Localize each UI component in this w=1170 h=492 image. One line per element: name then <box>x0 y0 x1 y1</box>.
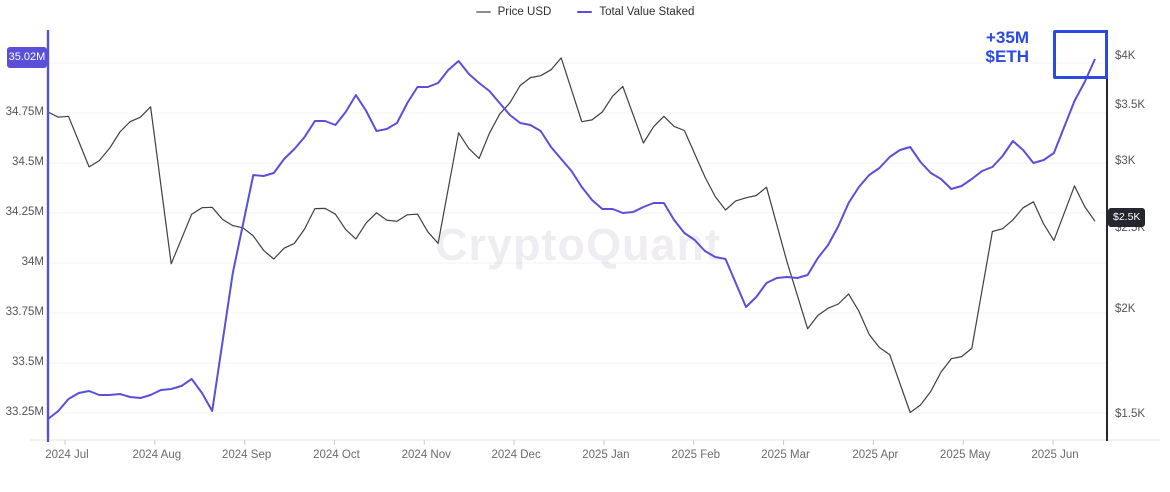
legend-line-swatch <box>475 11 491 13</box>
annotation-line1: +35M <box>986 28 1029 47</box>
right-axis-tick-label: $3K <box>1115 154 1136 167</box>
legend-label: Price USD <box>497 6 552 18</box>
right-axis-tick-label: $2K <box>1115 302 1136 315</box>
left-axis-tick-label: 34.25M <box>5 206 44 218</box>
annotation-line2: $ETH <box>985 47 1029 66</box>
legend-line-swatch <box>577 11 593 13</box>
x-axis-tick-label: 2024 Aug <box>132 449 182 461</box>
left-axis-tick-label: 34.75M <box>5 106 44 118</box>
x-axis-tick-label: 2024 Oct <box>313 449 360 461</box>
legend-item-total-value-staked[interactable]: Total Value Staked <box>577 6 694 18</box>
price-usd-line <box>47 57 1096 414</box>
x-axis-tick-label: 2025 Feb <box>671 449 721 461</box>
left-axis-tick-label: 34.5M <box>12 156 44 168</box>
highlight-box <box>1053 30 1108 79</box>
x-axis-tick-label: 2024 Nov <box>401 449 451 461</box>
right-axis-tick-label: $1.5K <box>1115 407 1146 420</box>
legend-label: Total Value Staked <box>599 6 695 18</box>
x-axis-tick-label: 2025 Jan <box>582 449 630 461</box>
x-axis-tick-label: 2025 May <box>939 449 991 461</box>
x-axis-tick-label: 2024 Jul <box>45 449 89 461</box>
price-current-badge: $2.5K <box>1108 208 1146 227</box>
x-axis-tick-label: 2025 Jun <box>1031 449 1079 461</box>
right-axis-tick-label: $4K <box>1115 50 1136 62</box>
chart-legend: Price USD Total Value Staked <box>0 6 1170 18</box>
left-axis-tick-label: 33.5M <box>12 356 44 368</box>
x-axis-tick-label: 2024 Sep <box>222 449 272 461</box>
right-axis-tick-label: $3.5K <box>1115 98 1146 111</box>
left-axis-tick-label: 33.75M <box>5 306 44 318</box>
left-axis-tick-label: 33.25M <box>5 406 44 418</box>
x-axis-tick-label: 2025 Mar <box>761 449 810 461</box>
x-axis-tick-label: 2024 Dec <box>491 449 541 461</box>
total-value-staked-line <box>47 58 1096 420</box>
total-staked-current-badge: 35.02M <box>7 47 47 68</box>
staked-gain-annotation: +35M $ETH <box>986 28 1029 66</box>
x-axis-tick-label: 2025 Apr <box>852 449 899 461</box>
left-axis-tick-label: 34M <box>21 256 44 268</box>
legend-item-price-usd[interactable]: Price USD <box>475 6 552 18</box>
